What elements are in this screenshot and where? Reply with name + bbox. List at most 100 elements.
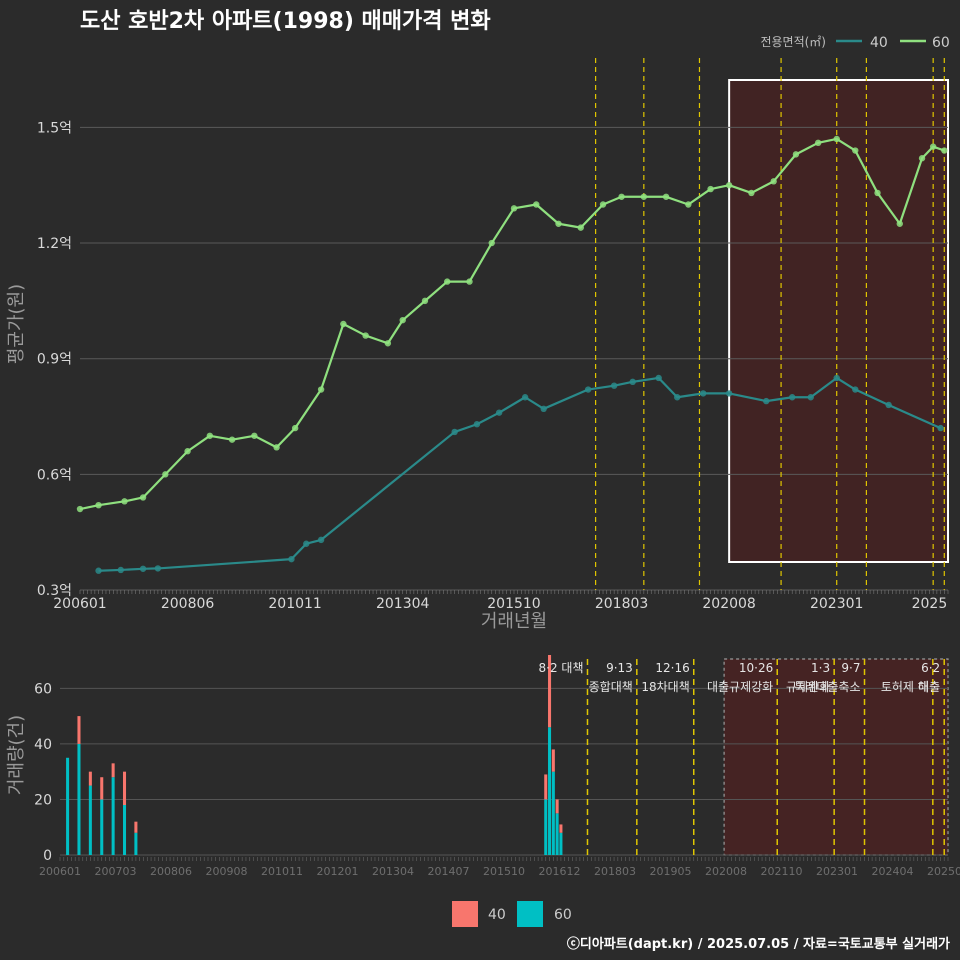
series-40-point — [495, 409, 503, 416]
y-tick-label: 1.2억 — [37, 236, 72, 252]
x-tick-label-volume: 202008 — [705, 865, 747, 878]
x-tick-label-volume: 200703 — [95, 865, 137, 878]
series-60-point — [184, 448, 191, 455]
series-40-point — [699, 390, 707, 397]
series-60-point — [291, 424, 299, 432]
series-60-point — [384, 340, 392, 347]
series-60-point — [874, 189, 881, 197]
series-60-point — [577, 224, 584, 231]
policy-label: 종합대책 — [589, 679, 633, 694]
series-40-point — [763, 397, 770, 405]
x-tick-label-volume: 201905 — [650, 865, 692, 878]
y-tick-label-volume: 0 — [43, 848, 52, 864]
series-60-point — [399, 316, 406, 324]
series-40-point — [937, 424, 944, 432]
bar-40 — [551, 749, 555, 772]
series-60-point — [941, 147, 948, 154]
x-tick-label-volume: 200806 — [150, 865, 192, 878]
series-60-point — [121, 498, 128, 505]
x-tick-label: 200601 — [53, 596, 106, 612]
series-40-point — [610, 382, 618, 389]
series-40-point — [789, 394, 796, 401]
highlight-period-volume — [723, 658, 949, 856]
series-60-point — [317, 386, 325, 393]
series-60-point — [488, 239, 495, 247]
series-60-point — [533, 201, 540, 208]
legend-label-40: 40 — [870, 35, 888, 51]
series-60-point — [444, 278, 451, 285]
series-60-point — [555, 220, 562, 227]
x-tick-label-volume: 202301 — [816, 865, 858, 878]
series-60-point — [792, 151, 800, 158]
legend-label-40-bar: 40 — [488, 907, 506, 923]
series-40-point — [154, 565, 162, 572]
series-60-point — [852, 147, 859, 154]
legend-title: 전용면적(㎡) — [760, 35, 826, 49]
bar-40 — [134, 821, 138, 833]
legend-label-60: 60 — [932, 35, 950, 51]
policy-label: 9·7 — [841, 661, 860, 675]
series-60-point — [707, 185, 714, 193]
series-40-point — [139, 565, 147, 572]
policy-label: 8·2 대책 — [539, 660, 584, 675]
policy-label: 10·26 — [739, 661, 773, 675]
legend-swatch-60-bar — [517, 901, 543, 927]
bar-60 — [551, 771, 555, 855]
series-40-point — [521, 394, 529, 401]
x-tick-label: 201011 — [268, 596, 321, 612]
x-tick-label: 201803 — [595, 596, 648, 612]
series-60-point — [662, 193, 670, 200]
x-tick-label-volume: 202507 — [927, 865, 960, 878]
series-40-point — [95, 567, 102, 574]
bar-40 — [100, 777, 104, 800]
bar-60 — [134, 832, 138, 855]
series-60-point — [918, 155, 926, 162]
series-40-point — [540, 405, 547, 413]
y-tick-label: 0.6억 — [37, 467, 72, 483]
series-40-point — [303, 540, 310, 547]
bar-60 — [111, 777, 115, 855]
y-tick-label-volume: 60 — [34, 681, 52, 697]
chart-title: 도산 호반2차 아파트(1998) 매매가격 변화 — [80, 9, 491, 34]
x-tick-label: 202301 — [810, 596, 863, 612]
x-tick-label: 2025 — [912, 596, 948, 612]
series-60-point — [685, 201, 692, 208]
series-40-point — [655, 374, 662, 382]
x-axis-title: 거래년월 — [481, 611, 547, 632]
series-60-point — [896, 220, 903, 227]
series-60-point — [362, 332, 369, 339]
policy-label: 규제완화 — [786, 680, 830, 694]
policy-label: 12·16 — [655, 661, 689, 675]
bar-60 — [544, 799, 548, 855]
x-tick-label: 200806 — [161, 596, 215, 612]
series-60-point — [814, 139, 822, 147]
x-tick-label-volume: 200908 — [206, 865, 248, 878]
bar-40 — [122, 771, 127, 805]
series-40-point — [885, 401, 892, 409]
series-60-point — [95, 501, 102, 509]
bar-40 — [544, 774, 548, 800]
x-tick-label: 202008 — [702, 596, 755, 612]
policy-label: 대출규제강화 — [707, 680, 773, 694]
series-40-point — [317, 536, 325, 544]
series-60-point — [273, 444, 280, 451]
x-tick-label-volume: 201803 — [594, 865, 636, 878]
x-tick-label: 201304 — [376, 596, 430, 612]
series-60-point — [228, 436, 236, 443]
bar-60 — [122, 805, 127, 855]
series-60-point — [599, 201, 607, 208]
bar-40 — [548, 655, 552, 728]
series-60-point — [833, 135, 840, 143]
policy-label: 토허제 해 — [881, 680, 929, 694]
price-plot: 0.3억 0.6억 0.9억 1.2억 1.5억 200601 200806 201011 20… — [6, 35, 950, 632]
y-tick-label: 0.9억 — [37, 352, 72, 368]
series-60-point — [929, 143, 937, 150]
series-60-point — [466, 278, 473, 285]
policy-label: 18차대책 — [641, 679, 689, 694]
x-tick-label-volume: 200601 — [39, 865, 81, 878]
policy-label: 9·13 — [606, 661, 633, 675]
bar-40 — [555, 799, 559, 814]
series-40-point — [473, 421, 481, 428]
legend-swatch-40-bar — [452, 901, 478, 927]
series-40-point — [852, 386, 859, 393]
